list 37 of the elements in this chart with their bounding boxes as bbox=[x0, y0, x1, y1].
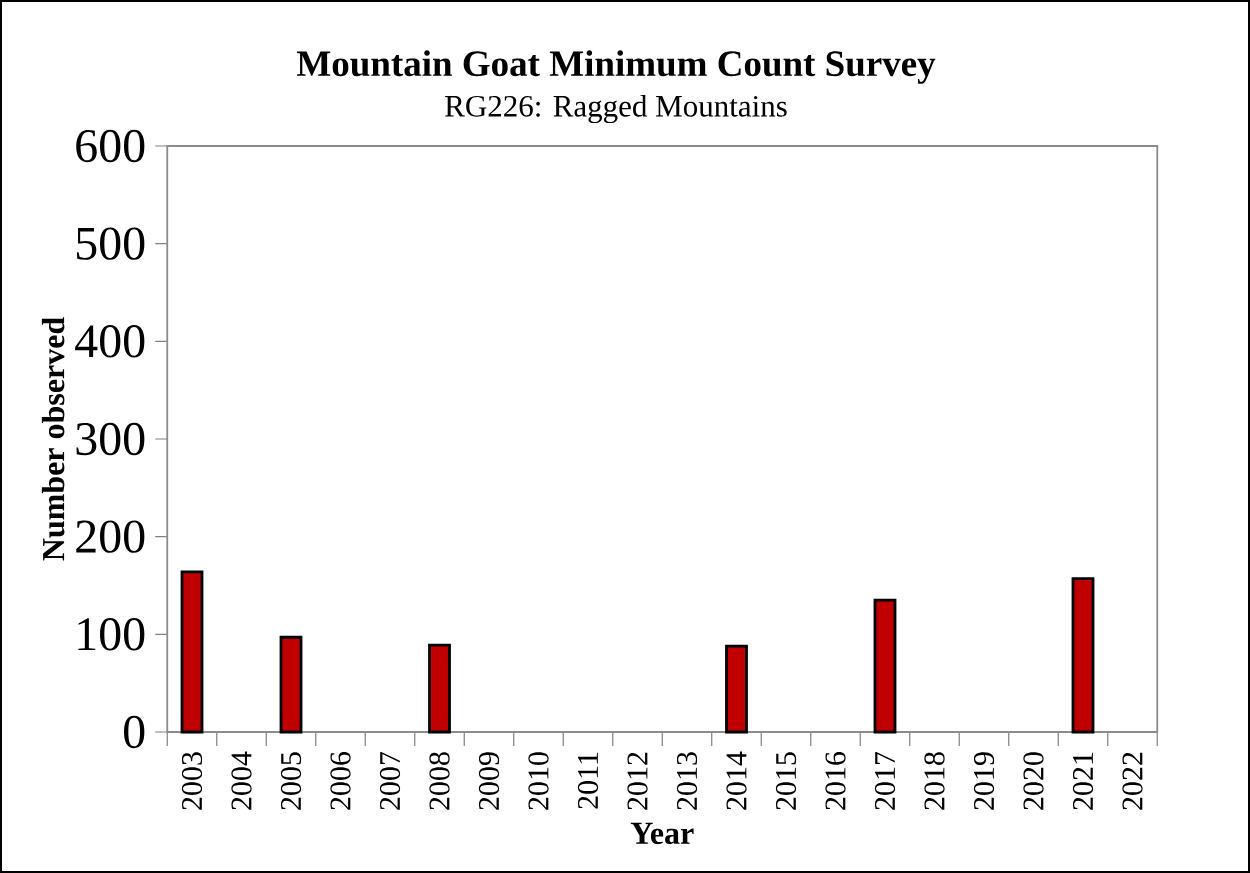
y-tick-label: 300 bbox=[76, 422, 145, 456]
x-tick-label: 2014 bbox=[726, 751, 747, 810]
chart-subtitle: RG226: Ragged Mountains bbox=[445, 94, 787, 124]
x-tick-label: 2010 bbox=[528, 752, 549, 810]
x-tick-label: 2011 bbox=[577, 752, 599, 809]
bar bbox=[180, 570, 204, 734]
x-tick-label: 2006 bbox=[330, 751, 351, 810]
x-tick-label: 2016 bbox=[825, 751, 846, 810]
x-tick-label: 2007 bbox=[379, 751, 401, 810]
bar bbox=[279, 635, 303, 734]
x-tick-label: 2018 bbox=[924, 752, 945, 810]
x-axis-title: Year bbox=[630, 822, 694, 845]
chart-title: Mountain Goat Minimum Count Survey bbox=[296, 50, 936, 84]
bar bbox=[873, 598, 897, 734]
y-tick-label: 600 bbox=[76, 129, 145, 163]
bar bbox=[428, 643, 451, 734]
x-tick-label: 2022 bbox=[1122, 752, 1143, 810]
y-tick-label: 100 bbox=[78, 618, 145, 651]
x-tick-label: 2020 bbox=[1023, 752, 1044, 810]
y-axis-title: Number observed bbox=[41, 317, 65, 561]
x-tick-label: 2003 bbox=[181, 752, 203, 810]
x-tick-label: 2017 bbox=[874, 751, 896, 810]
x-tick-label: 2015 bbox=[775, 752, 797, 810]
x-tick-label: 2004 bbox=[231, 751, 252, 810]
x-tick-label: 2012 bbox=[627, 752, 648, 810]
y-tick-label: 200 bbox=[76, 520, 145, 553]
x-tick-label: 2013 bbox=[676, 752, 698, 810]
x-tick-label: 2009 bbox=[478, 752, 500, 810]
y-tick-label: 0 bbox=[124, 715, 145, 749]
y-tick-label: 400 bbox=[75, 325, 145, 358]
x-tick-label: 2021 bbox=[1072, 752, 1094, 810]
x-tick-label: 2008 bbox=[429, 752, 450, 810]
y-tick-label: 500 bbox=[76, 227, 145, 260]
bar bbox=[1071, 577, 1095, 734]
x-tick-label: 2019 bbox=[973, 752, 995, 810]
x-tick-label: 2005 bbox=[280, 752, 302, 810]
bar bbox=[725, 644, 748, 734]
